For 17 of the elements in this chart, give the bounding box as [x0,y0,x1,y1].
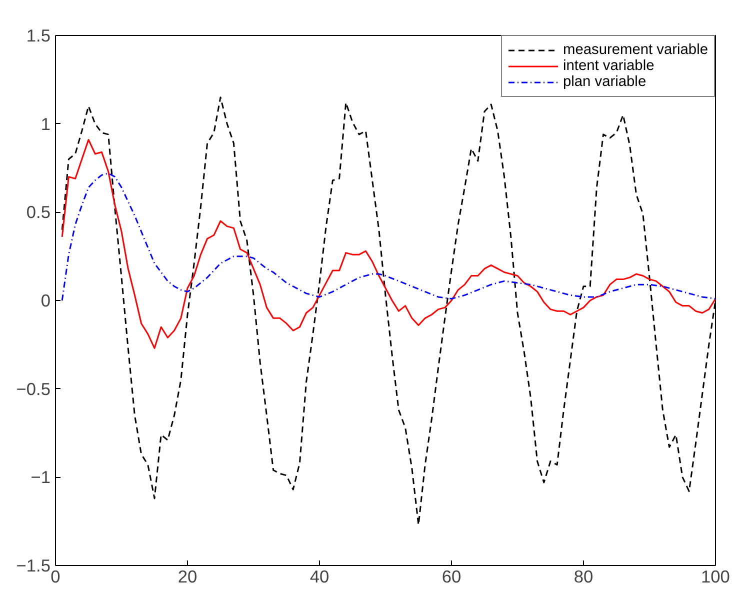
x-tick-label: 60 [442,566,462,586]
y-tick-label: 0 [40,290,51,310]
y-tick-label: −1.5 [16,556,51,576]
legend-label: plan variable [562,74,646,90]
legend-label: measurement variable [562,42,708,58]
line-series [61,172,716,302]
y-tick-label: 0.5 [26,202,51,222]
x-tick-label: 40 [310,566,330,586]
y-tick-label: 1.5 [26,26,51,46]
y-tick-label: −1 [30,467,51,488]
y-tick-label: 1 [40,114,51,134]
line-series [61,138,716,349]
x-tick-label: 20 [178,566,198,586]
y-tick-label: −0.5 [16,378,51,399]
x-tick-label: 100 [701,566,730,586]
x-tick-label: 80 [574,566,594,586]
legend-label: intent variable [562,58,654,74]
